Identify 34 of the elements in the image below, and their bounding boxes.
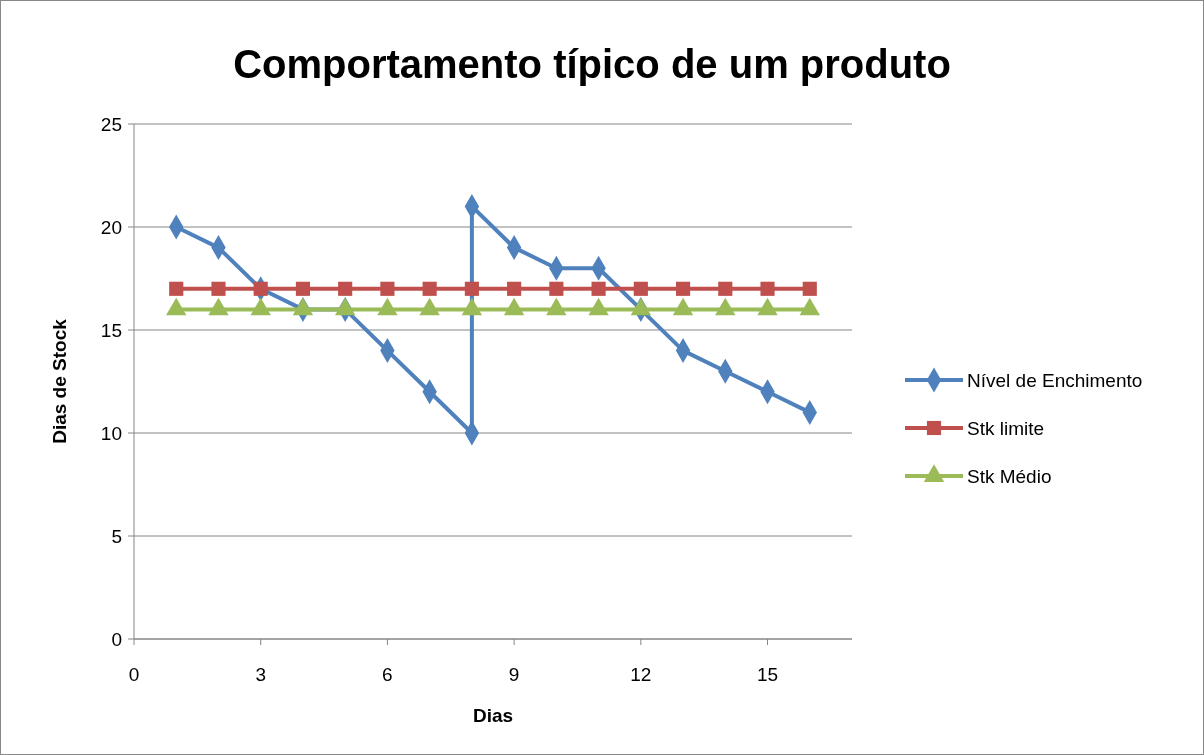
x-axis-title: Dias xyxy=(472,705,514,726)
x-tick-label: 9 xyxy=(508,664,520,685)
y-tick-label: 20 xyxy=(100,217,122,238)
y-tick-label: 0 xyxy=(111,629,122,650)
point xyxy=(760,281,775,296)
point xyxy=(464,281,479,296)
point xyxy=(549,281,564,296)
point xyxy=(507,281,522,296)
point xyxy=(675,281,691,296)
point xyxy=(380,281,395,296)
legend-label: Nível de Enchimento xyxy=(967,370,1143,391)
point xyxy=(211,281,226,296)
y-tick-label: 10 xyxy=(100,423,122,444)
legend-label: Stk Médio xyxy=(967,466,1052,487)
point xyxy=(422,281,437,296)
y-tick-label: 5 xyxy=(111,526,122,547)
x-tick-label: 15 xyxy=(756,664,779,685)
x-tick-label: 0 xyxy=(128,664,140,685)
point xyxy=(718,281,733,296)
y-tick-label: 25 xyxy=(100,114,122,135)
y-axis-title: Dias de Stock xyxy=(49,318,70,444)
point xyxy=(169,281,184,296)
chart-title: Comportamento típico de um produto xyxy=(233,42,951,86)
point xyxy=(802,281,817,296)
point xyxy=(338,281,353,296)
point xyxy=(633,281,648,296)
y-tick-label: 15 xyxy=(100,320,122,341)
point xyxy=(591,281,606,296)
x-tick-label: 12 xyxy=(630,664,652,685)
x-tick-label: 3 xyxy=(255,664,266,685)
point xyxy=(253,281,268,296)
legend-label: Stk limite xyxy=(967,418,1045,439)
point xyxy=(295,281,311,296)
x-tick-label: 6 xyxy=(382,664,393,685)
